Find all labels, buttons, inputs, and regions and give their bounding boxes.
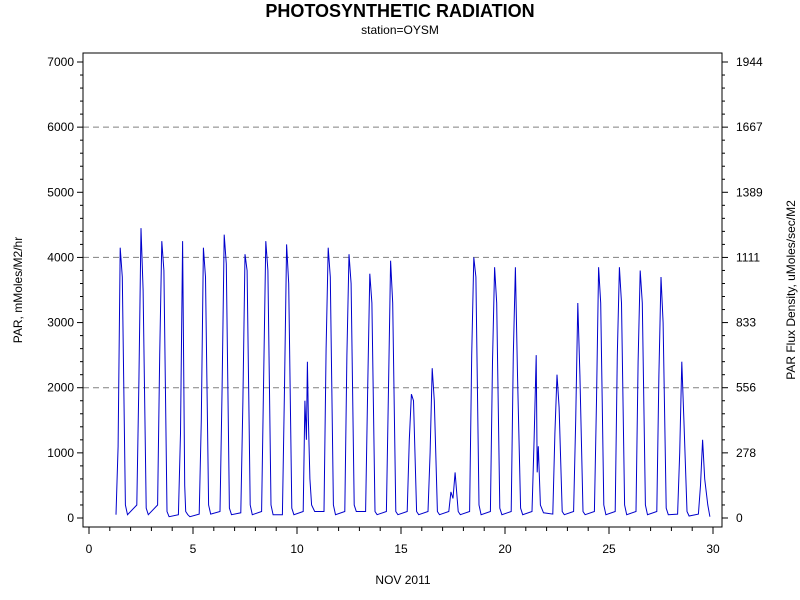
x-tick-label: 20 [498,542,512,556]
chart-subtitle: station=OYSM [361,23,439,37]
x-tick-label: 15 [394,542,408,556]
y-right-tick-label: 556 [736,381,756,395]
y-axis-label-right: PAR Flux Density, uMoles/sec/M2 [784,200,798,380]
x-axis-label: NOV 2011 [375,573,430,587]
y-tick-label: 0 [67,511,74,525]
y-right-tick-label: 1944 [736,55,763,69]
y-right-tick-label: 833 [736,316,756,330]
x-tick-label: 30 [706,542,720,556]
y-tick-label: 1000 [47,446,74,460]
plot-area [115,228,711,518]
gridlines [83,126,722,389]
x-axis: 0 5 10 15 20 25 30 [86,527,720,556]
y-right-tick-label: 1389 [736,185,763,199]
plot-frame [82,52,723,528]
x-tick-label: 25 [602,542,616,556]
x-tick-label: 0 [86,542,93,556]
x-tick-label: 10 [290,542,304,556]
chart-title: PHOTOSYNTHETIC RADIATION [265,1,534,21]
series-line [115,228,711,518]
y-tick-label: 7000 [47,55,74,69]
y-right-tick-label: 278 [736,446,756,460]
y-axis-left: 0 1000 2000 3000 4000 5000 6000 7000 [47,55,83,525]
y-tick-label: 4000 [47,250,74,264]
y-tick-label: 2000 [47,381,74,395]
x-tick-label: 5 [190,542,197,556]
y-axis-label-left: PAR, mMoles/M2/hr [11,237,25,343]
y-tick-label: 5000 [47,185,74,199]
y-right-tick-label: 0 [736,511,743,525]
y-tick-label: 6000 [47,120,74,134]
y-axis-right: 0 278 556 833 1111 1389 1667 1944 [722,55,763,525]
y-right-tick-label: 1667 [736,120,763,134]
y-right-tick-label: 1111 [736,250,760,264]
y-tick-label: 3000 [47,316,74,330]
